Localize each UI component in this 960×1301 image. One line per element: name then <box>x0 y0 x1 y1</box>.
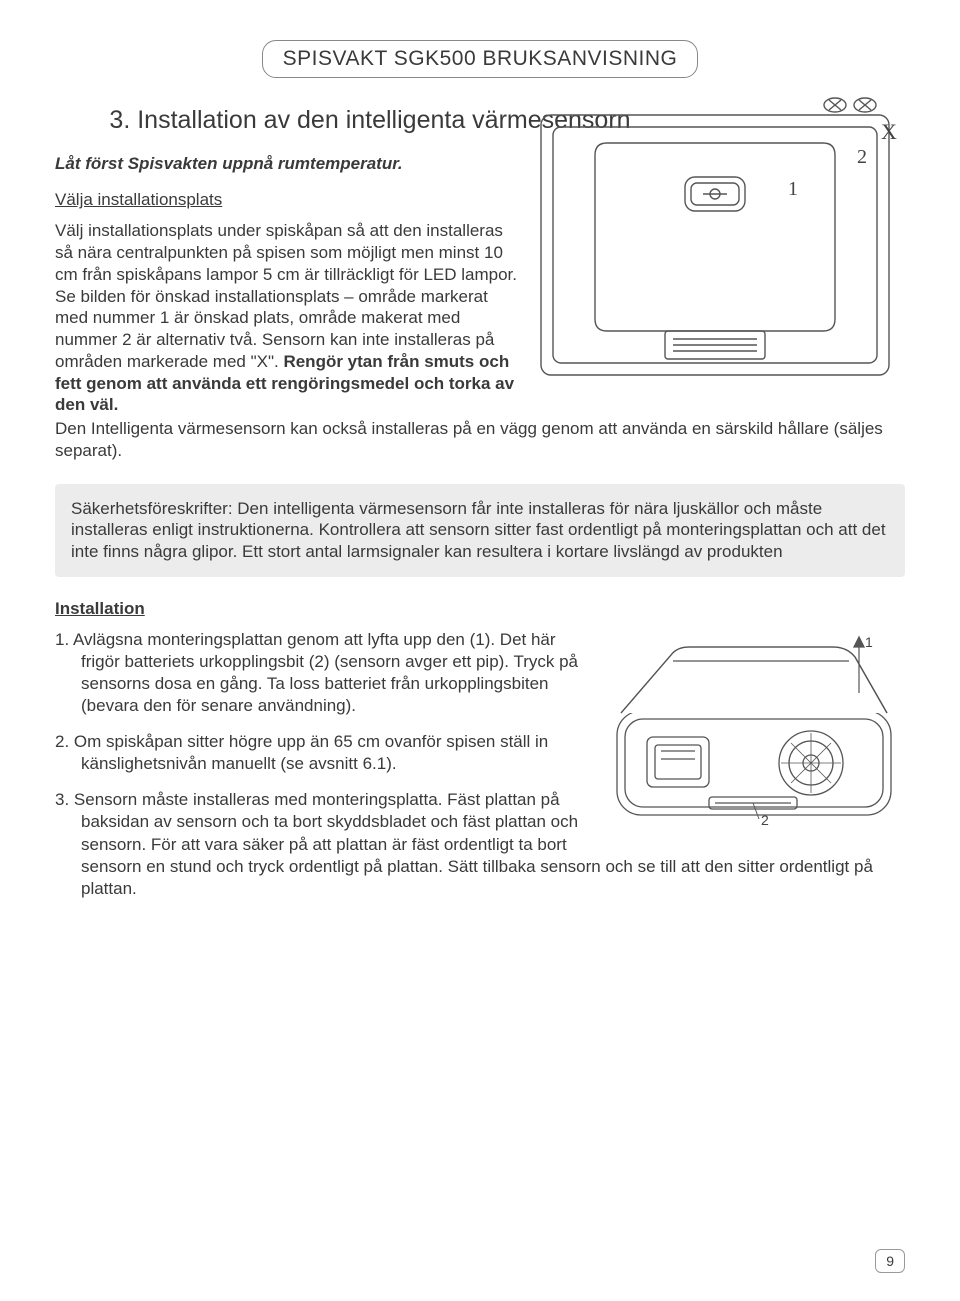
figure2-label-2: 2 <box>761 812 769 828</box>
subheading-installation: Installation <box>55 599 905 619</box>
para1-text-b: Den Intelligenta värmesensorn kan också … <box>55 418 905 462</box>
figure-sensor-diagram: 1 2 <box>603 633 905 833</box>
figure1-label-2: 2 <box>857 146 867 168</box>
figure1-label-1: 1 <box>788 178 798 200</box>
figure-hood-diagram: X 2 1 <box>535 95 905 385</box>
figure1-label-x: X <box>881 119 897 144</box>
para1-text-a: Välj installationsplats under spiskåpan … <box>55 221 517 371</box>
safety-notice-box: Säkerhetsföreskrifter: Den intelligenta … <box>55 484 905 577</box>
figure2-label-1: 1 <box>865 634 873 650</box>
document-title: SPISVAKT SGK500 BRUKSANVISNING <box>262 40 699 78</box>
page-number: 9 <box>875 1249 905 1273</box>
